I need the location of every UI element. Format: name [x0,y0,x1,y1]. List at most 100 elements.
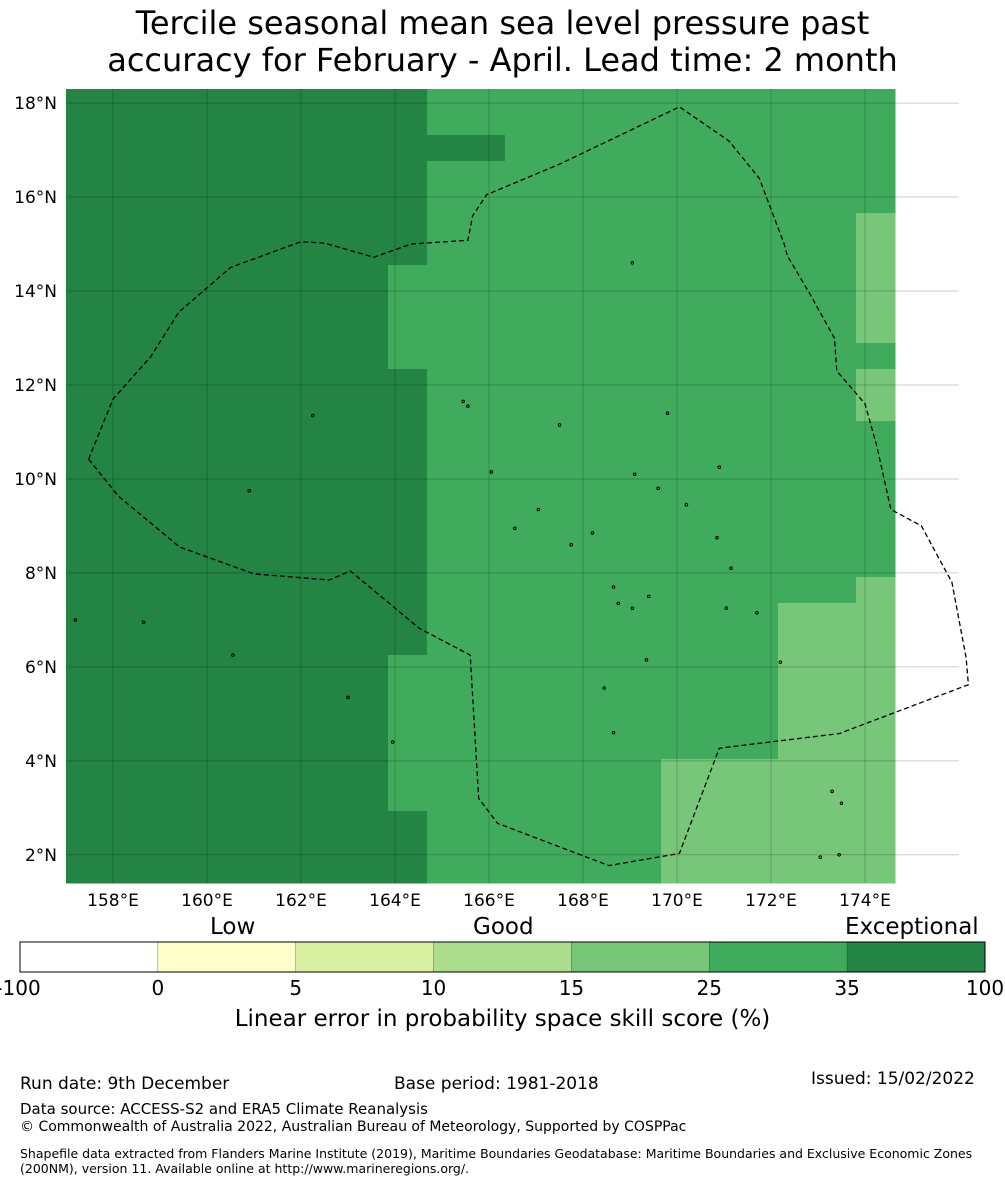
skill-cell [154,109,194,136]
skill-cell [856,629,896,656]
skill-cell [388,577,428,604]
skill-cell [310,707,350,734]
island-marker [717,465,722,470]
skill-cell [76,863,116,884]
skill-cell [583,109,623,136]
colorbar-bin [19,941,159,973]
skill-cell [856,759,896,786]
skill-cell [778,525,818,552]
skill-cell [856,239,896,266]
skill-cell [739,369,779,396]
skill-cell [661,395,701,422]
skill-cell [505,317,545,344]
skill-cell [583,447,623,474]
skill-cell [622,239,662,266]
skill-cell [115,213,155,240]
skill-cell [778,421,818,448]
skill-cell [739,135,779,162]
skill-cell [232,499,272,526]
island-marker [644,658,649,662]
skill-cell [271,291,311,318]
skill-cell [856,161,896,188]
skill-cell [115,239,155,266]
skill-cell [349,395,389,422]
skill-cell [271,265,311,292]
island-marker [466,404,470,408]
skill-cell [427,499,467,526]
skill-cell [154,551,194,578]
skill-cell [739,239,779,266]
skill-cell [583,395,623,422]
skill-cell [778,135,818,162]
skill-cell [427,421,467,448]
skill-cell [778,551,818,578]
skill-cell [817,525,857,552]
skill-cell [778,109,818,136]
skill-cell [427,213,467,240]
skill-cell [76,161,116,188]
skill-cell [349,291,389,318]
skill-cell [232,291,272,318]
skill-cell [271,89,311,110]
skill-cell [193,161,233,188]
skill-cell [349,863,389,884]
skill-cell [66,785,77,812]
skill-cell [778,447,818,474]
skill-cell [700,837,740,864]
skill-cell [856,109,896,136]
skill-cell [115,837,155,864]
skill-cell [778,733,818,760]
skill-cell [115,733,155,760]
skill-cell [66,369,77,396]
skill-cell [310,603,350,630]
skill-cell [505,369,545,396]
skill-cell [817,499,857,526]
map-title-line2: accuracy for February - April. Lead time… [107,41,898,79]
skill-cell [817,629,857,656]
skill-cell [544,135,584,162]
colorbar-tick-label: 100 [965,976,1005,1000]
skill-cell [505,629,545,656]
island-marker [724,606,729,610]
skill-cell [817,395,857,422]
skill-cell [817,317,857,344]
skill-cell [544,161,584,188]
skill-cell [817,213,857,240]
skill-cell [583,707,623,734]
skill-cell [622,525,662,552]
skill-cell [739,213,779,240]
skill-cell [427,837,467,864]
skill-cell [154,161,194,188]
skill-cell [232,629,272,656]
skill-cell [661,603,701,630]
skill-cell [661,135,701,162]
skill-cell [817,421,857,448]
skill-cell [817,239,857,266]
skill-cell [193,187,233,214]
skill-cell [66,317,77,344]
skill-cell [778,213,818,240]
skill-cell [310,811,350,838]
skill-cell [388,759,428,786]
skill-cell [700,161,740,188]
skill-cell [115,499,155,526]
skill-cell [115,655,155,682]
lat-tick-label: 10°N [14,470,57,490]
island-marker [611,730,616,735]
skill-cell [271,629,311,656]
skill-cell [349,551,389,578]
skill-cell [505,89,545,110]
skill-cell [66,343,77,370]
skill-cell [817,135,857,162]
skill-cell [739,421,779,448]
skill-cell [310,187,350,214]
skill-cell [388,629,428,656]
skill-cell [310,629,350,656]
skill-cell [739,577,779,604]
skill-cell [193,759,233,786]
skill-cell [739,525,779,552]
skill-cell [388,863,428,884]
skill-cell [232,811,272,838]
skill-cell [739,317,779,344]
skill-cell [661,239,701,266]
